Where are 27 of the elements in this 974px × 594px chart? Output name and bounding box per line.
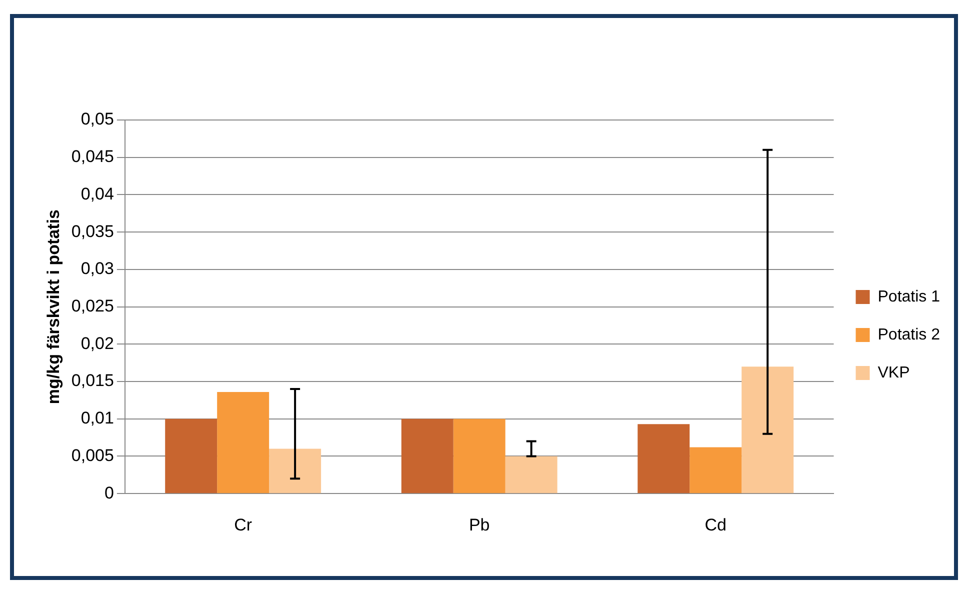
x-tick-label: Cr [234,515,252,534]
y-tick-label: 0,04 [80,184,114,204]
bar [401,418,454,494]
bar [638,424,690,494]
bar [269,448,322,494]
x-tick-label: Cd [704,515,726,534]
y-tick-label: 0,01 [80,408,114,428]
bar [690,447,742,494]
bar [165,418,218,494]
y-tick-label: 0,005 [71,446,114,465]
y-tick-label: 0,035 [71,222,114,241]
bar [453,418,506,494]
legend-label: Potatis 2 [878,326,940,344]
bar [742,366,794,494]
y-tick-label: 0,045 [71,147,114,166]
legend-label: Potatis 1 [878,288,940,306]
bar [505,456,558,494]
bar [217,392,270,494]
y-tick-label: 0 [104,483,114,502]
y-tick-label: 0,02 [80,334,114,353]
x-tick-label: Pb [468,515,490,534]
y-tick-label: 0,03 [80,259,114,278]
legend-label: VKP [878,364,910,382]
y-axis-title: mg/kg färskvikt i potatis [44,209,63,404]
y-tick-label: 0,015 [71,371,114,390]
y-tick-label: 0,05 [80,110,114,129]
y-tick-label: 0,025 [71,296,114,316]
